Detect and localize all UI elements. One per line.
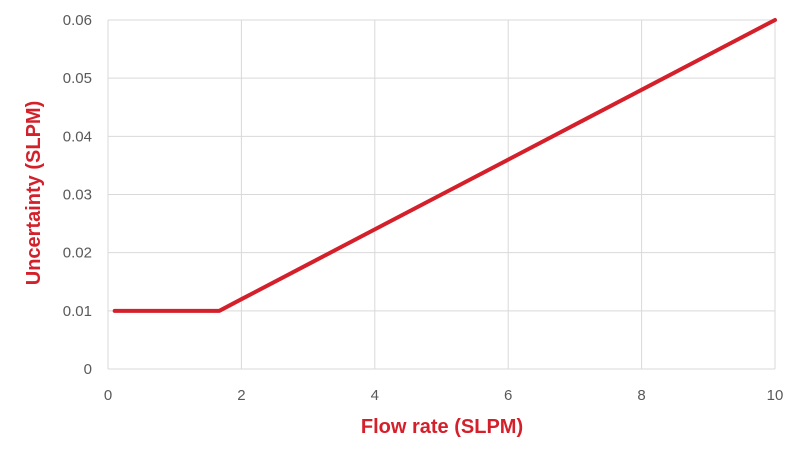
y-tick-label: 0.04: [63, 128, 92, 145]
y-tick-label: 0.03: [63, 187, 92, 204]
y-axis-title: Uncertainty (SLPM): [23, 101, 45, 285]
x-tick-label: 2: [237, 387, 245, 404]
x-tick-label: 10: [767, 387, 784, 404]
x-tick-label: 8: [637, 387, 645, 404]
x-tick-label: 0: [104, 387, 112, 404]
y-tick-label: 0.01: [63, 303, 92, 320]
y-tick-label: 0: [84, 361, 92, 378]
y-tick-label: 0.06: [63, 12, 92, 29]
x-tick-label: 4: [371, 387, 379, 404]
series-line: [112, 18, 777, 313]
y-tick-label: 0.05: [63, 70, 92, 87]
x-axis-title: Flow rate (SLPM): [361, 416, 523, 438]
series-group: [112, 18, 777, 313]
tick-labels: 0 2 4 6 8 10 0 0.01 0.02 0.03 0.04 0.05 0.06: [63, 12, 784, 404]
axes: [107, 20, 775, 370]
y-tick-label: 0.02: [63, 245, 92, 262]
x-tick-label: 6: [504, 387, 512, 404]
